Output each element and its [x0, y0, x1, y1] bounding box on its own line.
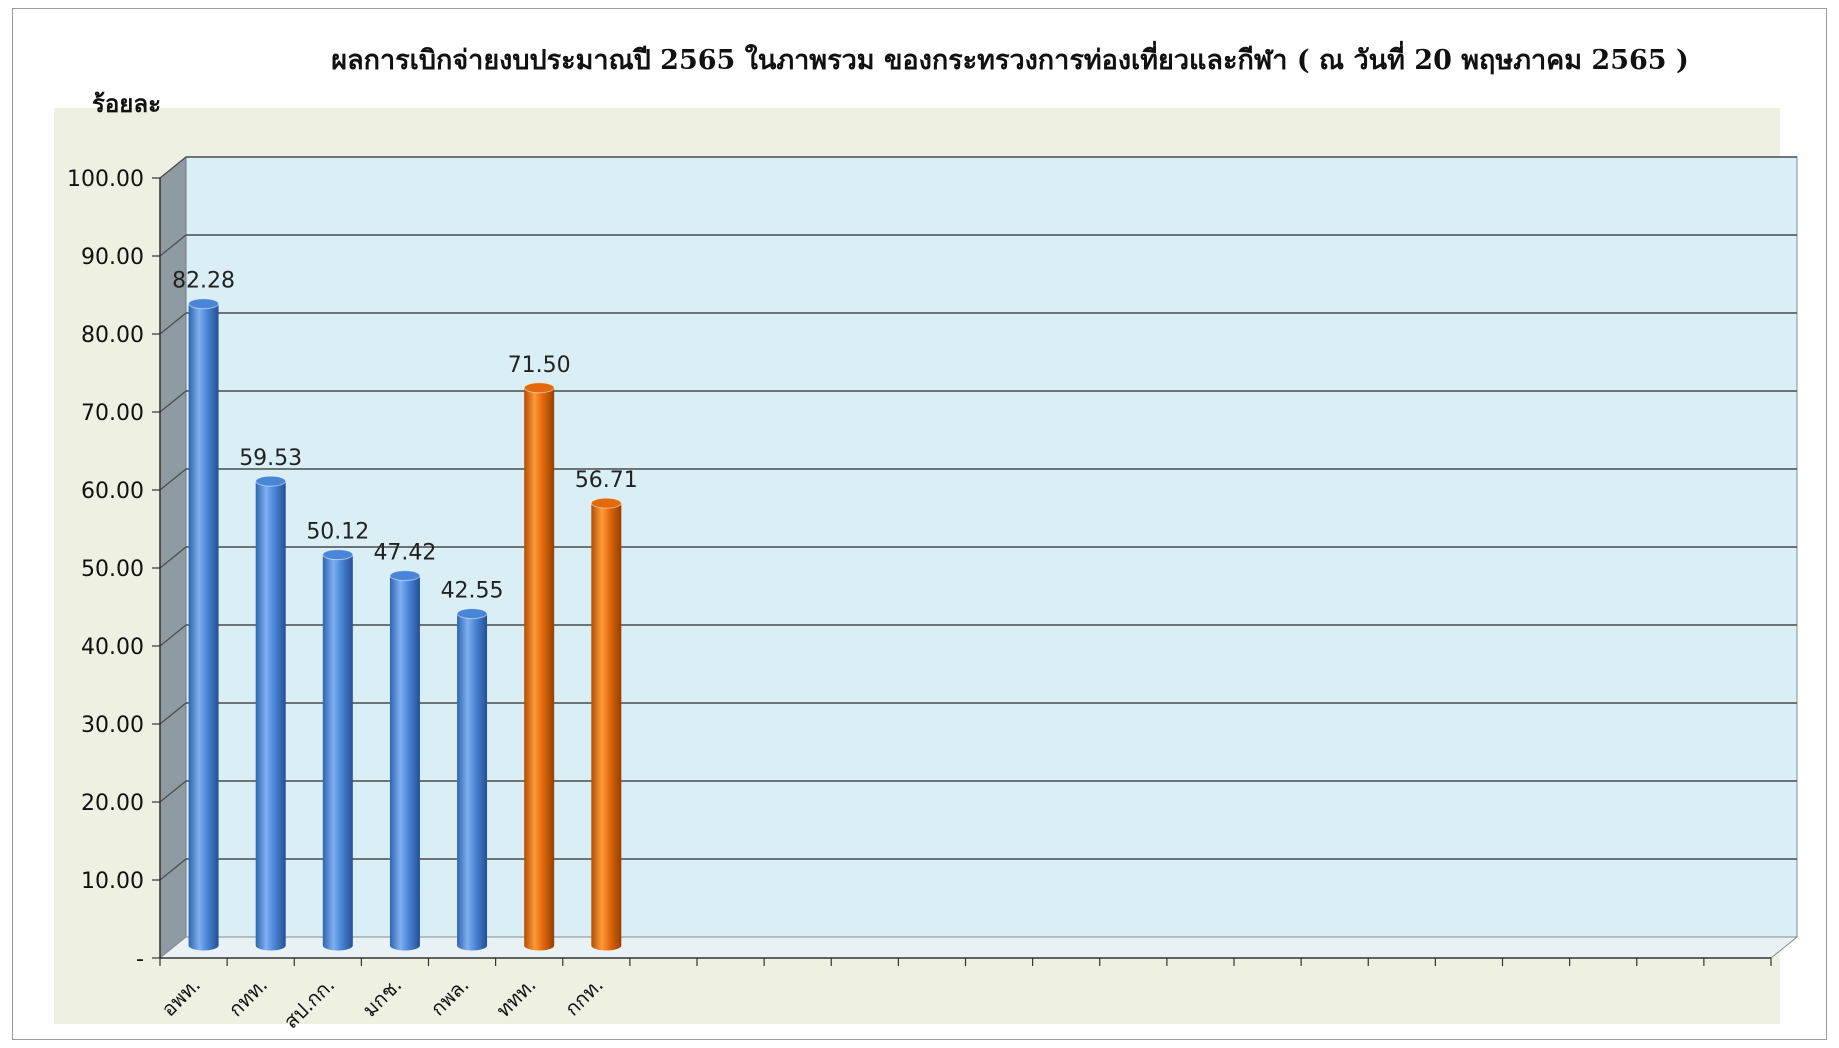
y-tick-label: 40.00 — [81, 635, 144, 660]
bar — [255, 475, 287, 951]
bar — [523, 382, 555, 951]
y-tick-label: - — [136, 947, 144, 972]
y-tick-label: 100.00 — [67, 167, 144, 192]
bar — [590, 497, 622, 951]
data-label: 56.71 — [575, 468, 638, 493]
chart-title: ผลการเบิกจ่ายงบประมาณปี 2565 ในภาพรวม ขอ… — [331, 45, 1689, 76]
bar-body — [591, 503, 622, 951]
y-tick-label: 50.00 — [81, 557, 144, 582]
gridline-side — [159, 156, 187, 179]
bar — [188, 298, 220, 951]
y-axis-label: ร้อยละ — [92, 89, 161, 118]
bar-top — [389, 570, 421, 582]
data-label: 82.28 — [172, 269, 235, 294]
gridline-side — [159, 312, 187, 335]
data-label: 71.50 — [508, 353, 571, 378]
data-label: 47.42 — [373, 541, 436, 566]
data-label: 50.12 — [306, 520, 369, 545]
bar-body — [457, 613, 488, 951]
gridline-side — [159, 546, 187, 569]
gridline-side — [159, 780, 187, 803]
y-tick-label: 80.00 — [81, 323, 144, 348]
y-tick-label: 70.00 — [81, 401, 144, 426]
bar — [456, 608, 488, 951]
bar-top — [255, 475, 287, 487]
data-label: 42.55 — [441, 579, 504, 604]
gridline-side — [159, 702, 187, 725]
y-tick-label: 20.00 — [81, 791, 144, 816]
y-tick-label: 30.00 — [81, 713, 144, 738]
bar-body — [188, 303, 219, 951]
bar-body — [322, 554, 353, 951]
gridline-side — [159, 858, 187, 881]
gridline-side — [159, 624, 187, 647]
bar-top — [322, 549, 354, 561]
gridline-side — [159, 468, 187, 491]
bar — [322, 549, 354, 951]
y-tick-label: 90.00 — [81, 245, 144, 270]
data-label: 59.53 — [239, 446, 302, 471]
y-tick-label: 10.00 — [81, 869, 144, 894]
bar-body — [524, 387, 555, 951]
bar-body — [389, 575, 420, 951]
bar-top — [188, 298, 220, 310]
gridline-side — [159, 390, 187, 413]
bar-top — [456, 608, 488, 620]
bar-body — [255, 481, 286, 951]
bar-top — [590, 497, 622, 509]
bar-top — [523, 382, 555, 394]
gridline-side — [159, 234, 187, 257]
bar — [389, 570, 421, 951]
y-tick-label: 60.00 — [81, 479, 144, 504]
